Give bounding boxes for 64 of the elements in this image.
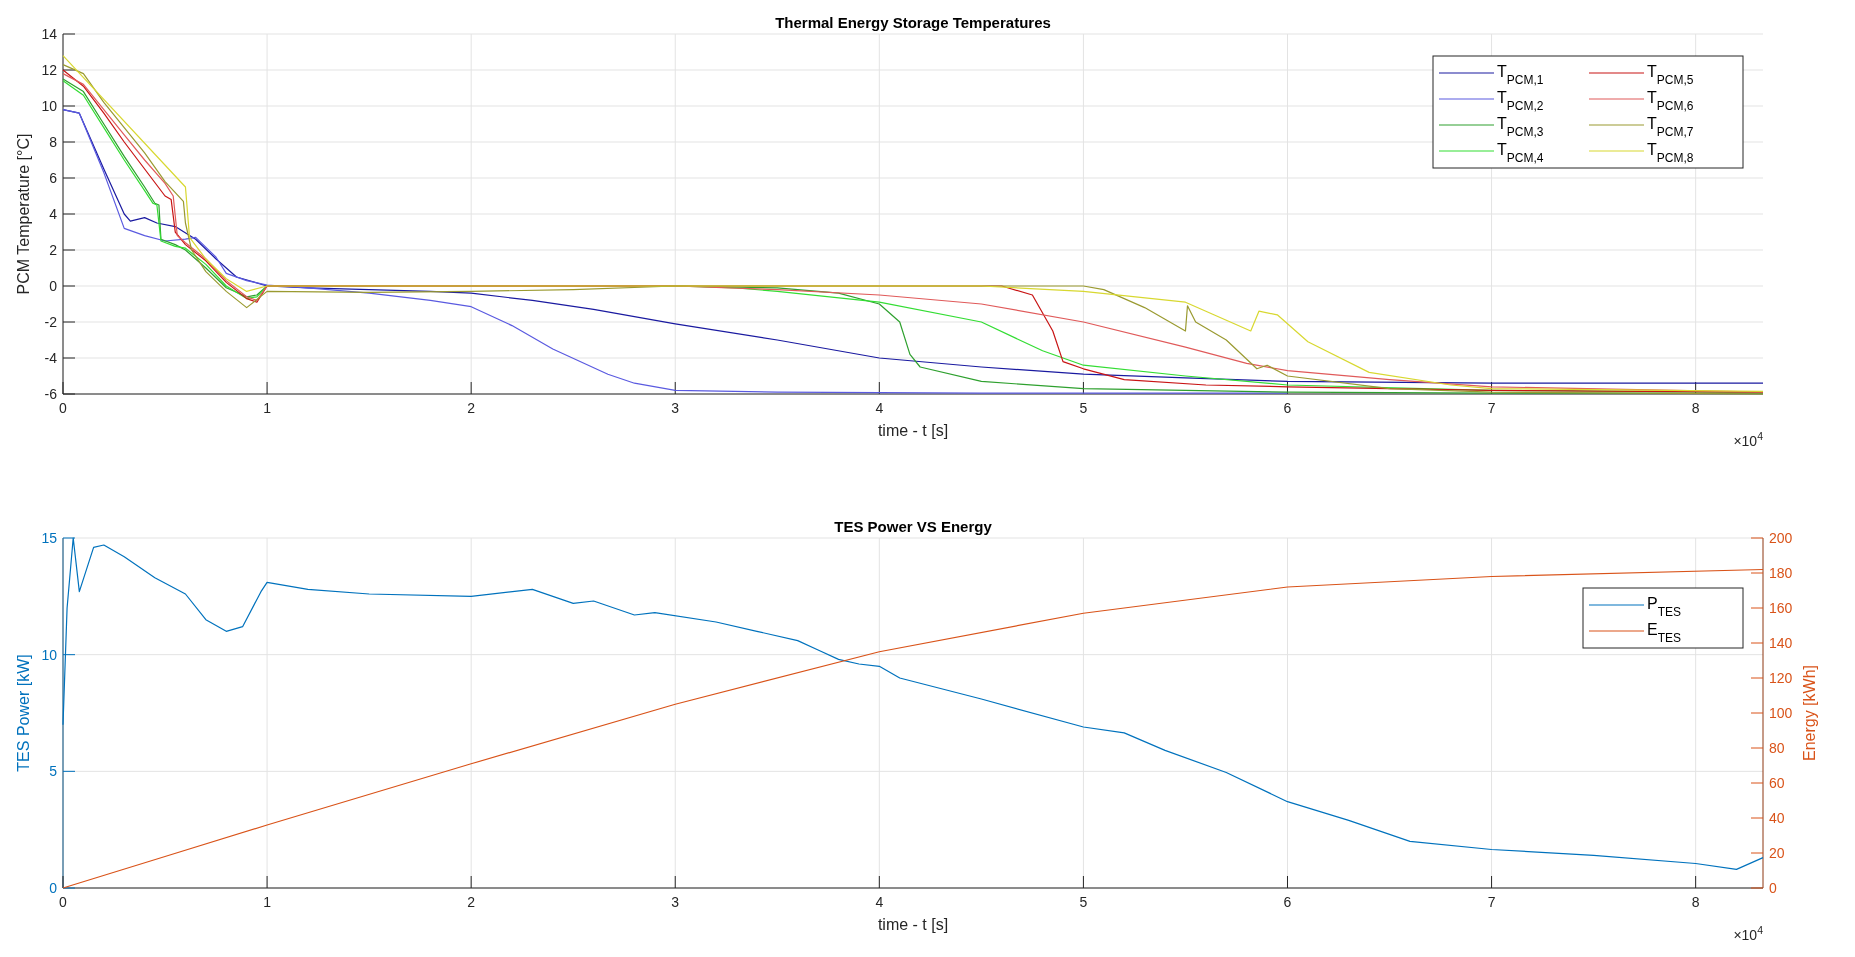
text: ×10$^{4}$	[1733, 924, 1764, 943]
x-axis-title: time - t [s]	[877, 916, 949, 933]
y2-tick-label: 40	[1769, 810, 1785, 826]
y-tick-label: 2	[49, 242, 58, 258]
legend-label: T$_{PCM,2}$	[1497, 89, 1544, 113]
y-tick-label: -6	[44, 386, 58, 402]
y-axis-title: TES Power [kW]	[15, 654, 32, 772]
y-tick-label: 10	[41, 98, 58, 114]
x-tick-label: 5	[1079, 400, 1088, 416]
y2-tick-label: 80	[1769, 740, 1785, 756]
y-tick-label: 14	[41, 26, 58, 42]
y-tick-label: -4	[44, 350, 58, 366]
x-tick-label: 2	[467, 894, 476, 910]
y2-tick-label: 120	[1769, 670, 1793, 686]
y2-tick-label: 140	[1769, 635, 1793, 651]
y2-tick-label: 180	[1769, 565, 1793, 581]
y-tick-label: 0	[49, 278, 58, 294]
legend-label: T$_{PCM,5}$	[1647, 63, 1694, 87]
y2-axis-title: Energy [kWh]	[1801, 664, 1818, 762]
y-tick-label: 5	[49, 763, 58, 780]
y-tick-label: 12	[41, 62, 58, 78]
y-tick-label: 10	[41, 646, 58, 663]
legend-label: P$_{TES}$	[1647, 595, 1682, 619]
y2-tick-label: 100	[1769, 705, 1793, 721]
legend-label: T$_{PCM,4}$	[1497, 141, 1544, 165]
text: ×10$^{4}$	[1733, 430, 1764, 449]
y2-tick-label: 60	[1769, 775, 1785, 791]
x-tick-label: 3	[671, 400, 680, 416]
y-tick-label: 8	[49, 134, 58, 150]
x-tick-label: 8	[1691, 400, 1700, 416]
x-tick-label: 6	[1283, 400, 1292, 416]
y-axis-title: PCM Temperature [°C]	[15, 133, 32, 295]
y-tick-label: 6	[49, 170, 58, 186]
x-tick-label: 4	[875, 894, 884, 910]
legend-label: T$_{PCM,3}$	[1497, 115, 1544, 139]
y-tick-label: 15	[41, 530, 58, 546]
y2-tick-label: 0	[1769, 880, 1777, 896]
x-tick-label: 1	[263, 894, 272, 910]
x-tick-label: 2	[467, 400, 476, 416]
chart-title: Thermal Energy Storage Temperatures	[775, 14, 1051, 31]
x-axis-title: time - t [s]	[877, 422, 949, 439]
line-series	[62, 109, 1289, 394]
x-tick-label: 0	[59, 400, 68, 416]
y-tick-label: 4	[49, 206, 58, 222]
x-tick-label: 5	[1079, 894, 1088, 910]
x-tick-label: 0	[59, 894, 68, 910]
x-tick-label: 6	[1283, 894, 1292, 910]
y-tick-label: 0	[49, 880, 58, 896]
legend-label: T$_{PCM,6}$	[1647, 89, 1694, 113]
x-tick-label: 7	[1487, 894, 1496, 910]
legend-label: T$_{PCM,1}$	[1497, 63, 1544, 87]
y2-tick-label: 160	[1769, 600, 1793, 616]
x-tick-label: 7	[1487, 400, 1496, 416]
y2-tick-label: 20	[1769, 845, 1785, 861]
legend-label: T$_{PCM,7}$	[1647, 115, 1694, 139]
legend-label: T$_{PCM,8}$	[1647, 141, 1694, 165]
chart-title: TES Power VS Energy	[834, 518, 993, 535]
x-tick-label: 8	[1691, 894, 1700, 910]
y2-tick-label: 200	[1769, 530, 1793, 546]
x-tick-label: 1	[263, 400, 272, 416]
x-tick-label: 3	[671, 894, 680, 910]
legend-label: E$_{TES}$	[1647, 621, 1682, 645]
y-tick-label: -2	[44, 314, 58, 330]
x-tick-label: 4	[875, 400, 884, 416]
